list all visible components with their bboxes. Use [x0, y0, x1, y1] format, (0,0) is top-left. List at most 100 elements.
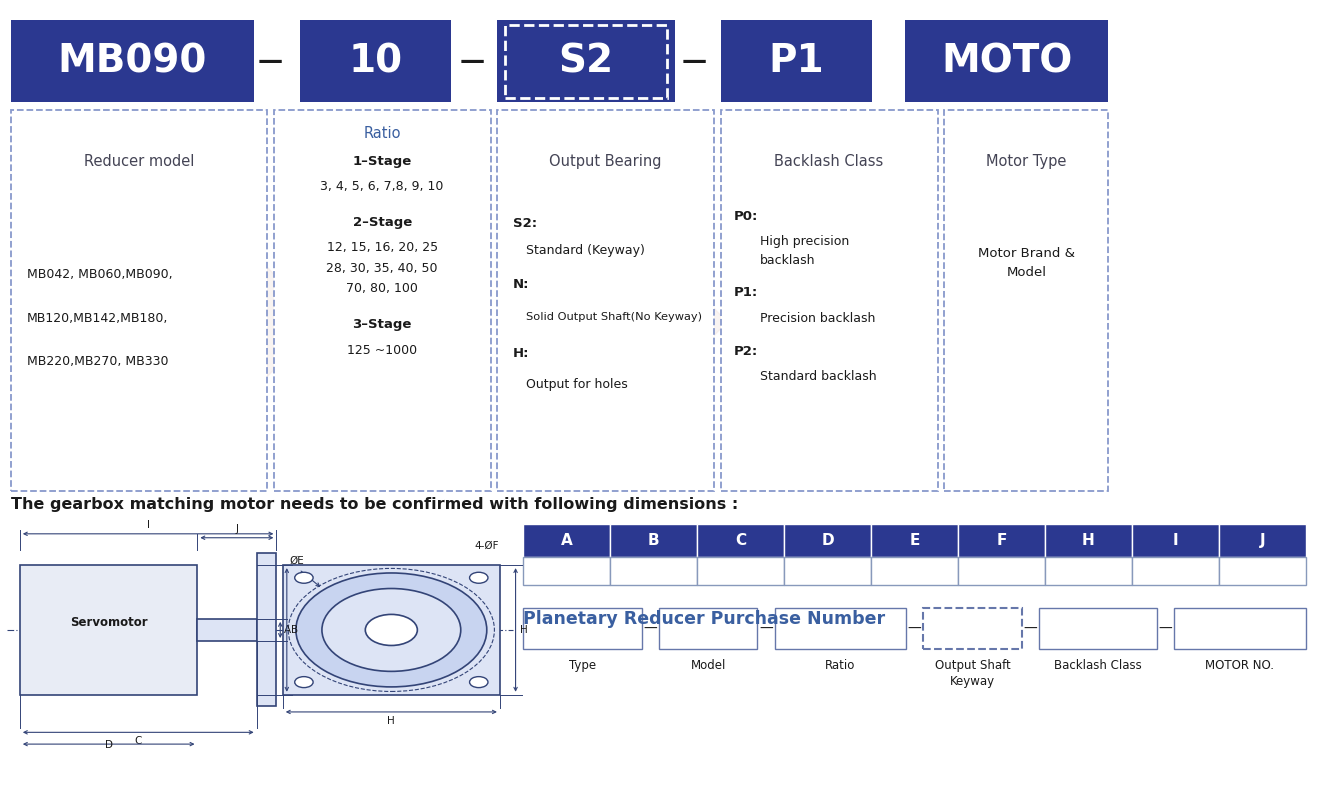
- Text: High precision: High precision: [761, 235, 849, 247]
- Text: B: B: [291, 625, 298, 635]
- Circle shape: [295, 573, 314, 583]
- Text: —: —: [643, 622, 658, 636]
- Bar: [785, 557, 871, 584]
- Bar: [659, 608, 758, 649]
- Text: H:: H:: [513, 347, 529, 360]
- Text: —: —: [908, 622, 921, 636]
- Text: MOTOR NO.: MOTOR NO.: [1205, 658, 1274, 672]
- Text: Ratio: Ratio: [364, 126, 401, 141]
- Text: H: H: [520, 625, 528, 635]
- Circle shape: [470, 676, 488, 688]
- Text: I: I: [1172, 534, 1177, 549]
- Bar: [524, 524, 610, 557]
- Text: Output Bearing: Output Bearing: [549, 154, 662, 169]
- Text: Reducer model: Reducer model: [83, 154, 194, 169]
- Text: MB090: MB090: [58, 42, 206, 80]
- Bar: [945, 110, 1109, 491]
- Text: Ratio: Ratio: [826, 658, 856, 672]
- Bar: [1175, 608, 1306, 649]
- Text: E: E: [909, 534, 919, 549]
- Bar: [610, 557, 697, 584]
- Circle shape: [365, 615, 417, 646]
- Text: —: —: [459, 49, 484, 73]
- Bar: [1132, 524, 1218, 557]
- Bar: [610, 524, 697, 557]
- Text: ØE: ØE: [288, 555, 304, 565]
- Text: MB042, MB060,MB090,: MB042, MB060,MB090,: [26, 268, 172, 282]
- Text: Servomotor: Servomotor: [70, 615, 147, 629]
- Text: MB120,MB142,MB180,: MB120,MB142,MB180,: [26, 312, 168, 324]
- Circle shape: [321, 588, 460, 672]
- Text: backlash: backlash: [761, 255, 815, 267]
- Circle shape: [295, 676, 314, 688]
- Text: 125 ~1000: 125 ~1000: [347, 344, 417, 358]
- Bar: [871, 524, 958, 557]
- Bar: [721, 20, 872, 102]
- Text: 28, 30, 35, 40, 50: 28, 30, 35, 40, 50: [327, 262, 438, 275]
- Bar: [871, 557, 958, 584]
- Bar: [774, 608, 906, 649]
- Bar: [905, 20, 1109, 102]
- Bar: [1218, 557, 1306, 584]
- Bar: [300, 20, 451, 102]
- Text: Output Shaft
Keyway: Output Shaft Keyway: [934, 658, 1011, 688]
- Text: Model: Model: [691, 658, 726, 672]
- Text: 3, 4, 5, 6, 7,8, 9, 10: 3, 4, 5, 6, 7,8, 9, 10: [320, 180, 443, 193]
- Text: H: H: [1082, 534, 1094, 549]
- Text: —: —: [1159, 622, 1172, 636]
- Text: J: J: [235, 524, 238, 534]
- Text: Standard (Keyway): Standard (Keyway): [527, 244, 646, 257]
- Text: D: D: [105, 740, 112, 750]
- Text: Backlash Class: Backlash Class: [774, 154, 884, 169]
- Bar: [524, 557, 610, 584]
- Bar: [257, 554, 277, 707]
- Text: I: I: [147, 520, 149, 530]
- Bar: [1132, 557, 1218, 584]
- Text: Output for holes: Output for holes: [527, 378, 628, 391]
- Text: C: C: [736, 534, 746, 549]
- Circle shape: [470, 573, 488, 583]
- Text: Solid Output Shaft(No Keyway): Solid Output Shaft(No Keyway): [527, 312, 703, 322]
- Text: MB220,MB270, MB330: MB220,MB270, MB330: [26, 354, 168, 368]
- Bar: [497, 110, 714, 491]
- Text: 1–Stage: 1–Stage: [352, 155, 411, 167]
- Bar: [785, 524, 871, 557]
- Bar: [505, 25, 667, 98]
- Text: 10: 10: [348, 42, 402, 80]
- Text: P0:: P0:: [734, 209, 758, 223]
- Bar: [958, 524, 1045, 557]
- Bar: [11, 20, 254, 102]
- Text: Standard backlash: Standard backlash: [761, 370, 877, 383]
- Text: —: —: [1024, 622, 1037, 636]
- Circle shape: [296, 573, 487, 687]
- Bar: [1045, 524, 1132, 557]
- Text: F: F: [996, 534, 1007, 549]
- Bar: [197, 619, 257, 641]
- Text: J: J: [1259, 534, 1265, 549]
- Text: P1:: P1:: [734, 285, 758, 299]
- Bar: [923, 608, 1021, 649]
- Text: 4-ØF: 4-ØF: [475, 541, 499, 551]
- Bar: [697, 557, 785, 584]
- Bar: [1218, 524, 1306, 557]
- Text: Motor Brand &
Model: Motor Brand & Model: [978, 247, 1074, 279]
- Bar: [524, 608, 642, 649]
- Text: MOTO: MOTO: [941, 42, 1072, 80]
- Text: P1: P1: [769, 42, 824, 80]
- Bar: [274, 110, 491, 491]
- Text: —: —: [681, 49, 706, 73]
- Text: Type: Type: [569, 658, 597, 672]
- Text: 2–Stage: 2–Stage: [352, 216, 411, 229]
- Text: 3–Stage: 3–Stage: [352, 318, 411, 331]
- Text: Planetary Reducer Purchase Number: Planetary Reducer Purchase Number: [524, 610, 885, 628]
- Text: S2: S2: [558, 42, 614, 80]
- Bar: [697, 524, 785, 557]
- Bar: [497, 20, 675, 102]
- Text: —: —: [257, 49, 282, 73]
- Bar: [283, 565, 500, 695]
- FancyArrow shape: [136, 267, 320, 377]
- Bar: [20, 565, 197, 695]
- FancyArrow shape: [544, 267, 728, 377]
- Text: N:: N:: [513, 278, 529, 291]
- Text: Precision backlash: Precision backlash: [761, 312, 876, 324]
